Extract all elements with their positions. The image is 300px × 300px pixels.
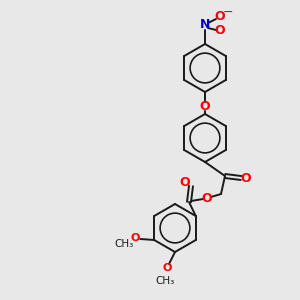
Text: N: N <box>200 19 210 32</box>
Text: −: − <box>223 5 233 19</box>
Text: O: O <box>215 25 225 38</box>
Text: O: O <box>241 172 251 184</box>
Text: O: O <box>180 176 190 188</box>
Text: O: O <box>202 191 212 205</box>
Text: O: O <box>215 10 225 22</box>
Text: O: O <box>162 263 172 273</box>
Text: O: O <box>130 233 140 243</box>
Text: O: O <box>200 100 210 112</box>
Text: CH₃: CH₃ <box>115 239 134 249</box>
Text: CH₃: CH₃ <box>155 276 175 286</box>
